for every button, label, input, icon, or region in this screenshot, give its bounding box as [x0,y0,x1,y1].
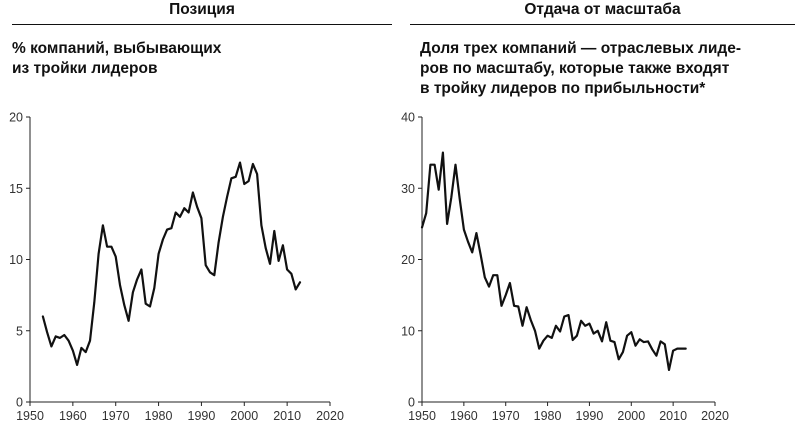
chart-title-line: ров по масштабу, которые также входят [420,60,730,77]
y-tick-label: 0 [408,396,415,410]
y-tick-label: 20 [401,253,415,267]
heading-rule [12,24,392,25]
x-tick-label: 1970 [492,409,520,423]
y-tick-label: 10 [9,253,23,267]
y-tick-label: 40 [401,111,415,125]
x-tick-label: 1990 [576,409,604,423]
x-tick-label: 2000 [230,409,258,423]
heading-rule [410,24,795,25]
chart-title-line: в тройку лидеров по прибыльности* [420,80,706,97]
y-tick-label: 5 [16,324,23,338]
x-tick-label: 1950 [16,409,44,423]
chart-panel-right: Отдача от масштаба Доля трех компаний — … [400,0,809,428]
chart-title: % компаний, выбывающих из тройки лидеров [12,39,392,79]
x-tick-label: 2010 [273,409,301,423]
panel-heading: Позиция [169,1,235,18]
x-tick-label: 2010 [659,409,687,423]
x-tick-label: 2020 [701,409,729,423]
y-tick-label: 30 [401,182,415,196]
y-tick-label: 0 [16,396,23,410]
series-line [41,161,302,366]
y-tick-label: 10 [401,324,415,338]
x-tick-label: 1960 [450,409,478,423]
chart-title-line: Доля трех компаний — отраслевых лиде- [420,40,742,57]
chart-title: Доля трех компаний — отраслевых лиде- ро… [420,39,809,99]
chart-title-line: % компаний, выбывающих [12,40,222,57]
y-tick-label: 15 [9,182,23,196]
x-tick-label: 2000 [617,409,645,423]
chart-title-line: из тройки лидеров [12,60,158,77]
x-tick-label: 1960 [59,409,87,423]
panel-heading: Отдача от масштаба [524,1,681,18]
x-tick-label: 1980 [145,409,173,423]
series-line [420,151,687,371]
line-chart: 0 10 20 30 40 1950 1960 1970 1980 1990 2000 2010 202… [401,111,729,424]
y-tick-label: 20 [9,111,23,125]
x-tick-label: 2020 [316,409,344,423]
x-tick-label: 1950 [408,409,436,423]
chart-panel-left: Позиция % компаний, выбывающих из тройки… [0,0,400,428]
x-tick-label: 1970 [102,409,130,423]
line-chart: 0 5 10 15 20 1950 1960 1970 1980 1990 2000 2010 2020 [9,111,344,424]
x-tick-label: 1980 [534,409,562,423]
x-tick-label: 1990 [188,409,216,423]
